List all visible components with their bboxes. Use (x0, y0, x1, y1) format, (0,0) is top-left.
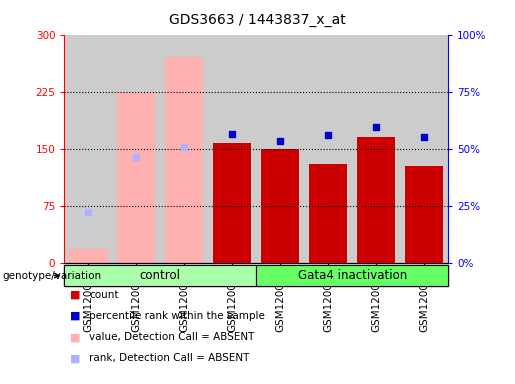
Bar (400, 35, 448, 263)
Text: rank, Detection Call = ABSENT: rank, Detection Call = ABSENT (89, 353, 249, 363)
Text: ■: ■ (70, 311, 80, 321)
Text: ■: ■ (70, 353, 80, 363)
Bar (261, 149, 299, 263)
Bar (117, 92, 156, 263)
Text: Gata4 inactivation: Gata4 inactivation (298, 269, 407, 282)
Text: control: control (140, 269, 181, 282)
Bar (405, 166, 443, 263)
Bar (256, 35, 304, 263)
Bar (357, 137, 396, 263)
Bar (304, 35, 352, 263)
Text: percentile rank within the sample: percentile rank within the sample (89, 311, 265, 321)
Bar (160, 35, 208, 263)
Bar (309, 164, 347, 263)
Text: value, Detection Call = ABSENT: value, Detection Call = ABSENT (89, 332, 254, 342)
Bar (69, 249, 108, 263)
Text: genotype/variation: genotype/variation (3, 270, 101, 281)
Text: GDS3663 / 1443837_x_at: GDS3663 / 1443837_x_at (169, 13, 346, 27)
Bar (165, 58, 203, 263)
Text: count: count (89, 290, 118, 300)
Bar (213, 144, 251, 263)
Bar (112, 35, 160, 263)
Text: ■: ■ (70, 290, 80, 300)
Bar (208, 35, 256, 263)
FancyBboxPatch shape (256, 265, 448, 286)
Bar (352, 35, 400, 263)
Text: ■: ■ (70, 332, 80, 342)
FancyBboxPatch shape (64, 265, 256, 286)
Bar (64, 35, 112, 263)
